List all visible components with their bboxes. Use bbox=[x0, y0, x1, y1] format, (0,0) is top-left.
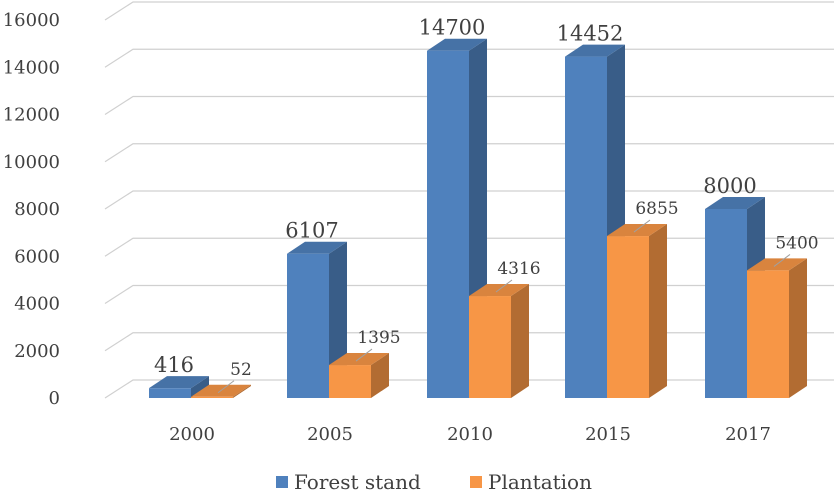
x-axis: 2000 2005 2010 2015 2017 bbox=[169, 424, 771, 445]
y-tick-label: 12000 bbox=[3, 105, 60, 126]
bars bbox=[149, 38, 807, 399]
y-tick-label: 0 bbox=[49, 388, 60, 409]
data-label: 52 bbox=[230, 360, 252, 380]
y-tick-label: 14000 bbox=[3, 57, 60, 78]
label-leader-line bbox=[217, 380, 235, 394]
data-label: 14700 bbox=[419, 16, 486, 40]
bar-plantation-2017 bbox=[747, 258, 807, 398]
data-label: 14452 bbox=[557, 22, 624, 46]
legend-label: Forest stand bbox=[294, 470, 421, 494]
x-tick-label: 2000 bbox=[169, 424, 215, 445]
bar-forest-stand-2000 bbox=[149, 376, 209, 398]
y-tick-label: 4000 bbox=[14, 294, 60, 315]
data-label: 4316 bbox=[497, 259, 540, 279]
y-tick-label: 6000 bbox=[14, 246, 60, 267]
y-tick-label: 10000 bbox=[3, 152, 60, 173]
label-leader-line bbox=[355, 348, 373, 362]
data-label: 8000 bbox=[703, 174, 756, 198]
bar-forest-stand-2015 bbox=[565, 44, 625, 398]
gridline bbox=[104, 1, 834, 21]
label-leader-line bbox=[773, 254, 791, 267]
legend: Forest stand Plantation bbox=[276, 470, 592, 494]
bar-plantation-2010 bbox=[469, 284, 529, 398]
data-label: 1395 bbox=[357, 328, 400, 348]
data-label: 5400 bbox=[775, 233, 818, 253]
legend-item-plantation: Plantation bbox=[470, 470, 592, 494]
label-leader-line bbox=[633, 219, 651, 233]
y-axis: 0 2000 4000 6000 8000 10000 12000 14000 16000 bbox=[3, 10, 60, 409]
gridlines bbox=[104, 1, 834, 399]
legend-swatch bbox=[470, 476, 482, 488]
data-label: 6855 bbox=[635, 199, 678, 219]
legend-label: Plantation bbox=[488, 470, 592, 494]
x-tick-label: 2015 bbox=[585, 424, 631, 445]
bar-plantation-2005 bbox=[329, 353, 389, 398]
bar-plantation-2015 bbox=[607, 224, 667, 398]
x-tick-label: 2017 bbox=[725, 424, 771, 445]
x-tick-label: 2010 bbox=[447, 424, 493, 445]
y-tick-label: 16000 bbox=[3, 10, 60, 31]
data-label: 6107 bbox=[285, 219, 338, 243]
x-tick-label: 2005 bbox=[307, 424, 353, 445]
data-label: 416 bbox=[154, 353, 194, 377]
legend-swatch bbox=[276, 476, 288, 488]
data-labels: 416 52 6107 1395 14700 4316 14452 6855 8000 5400 bbox=[154, 16, 819, 394]
y-tick-label: 2000 bbox=[14, 341, 60, 362]
legend-item-forest-stand: Forest stand bbox=[276, 470, 421, 494]
label-leader-line bbox=[495, 279, 513, 293]
y-tick-label: 8000 bbox=[14, 199, 60, 220]
